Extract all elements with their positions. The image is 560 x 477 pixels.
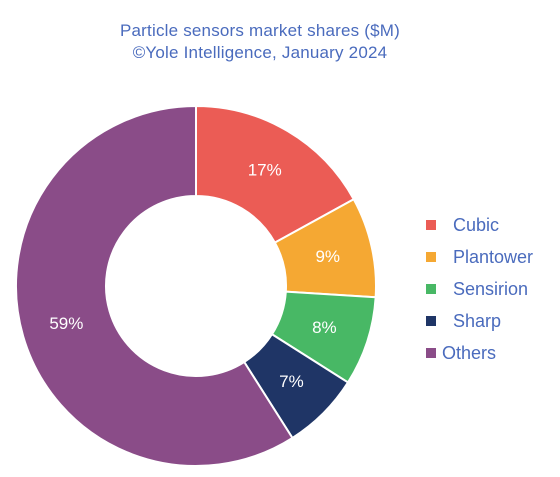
legend-item-sensirion: Sensirion [426,273,533,305]
data-label-cubic: 17% [248,160,282,179]
legend-swatch-sensirion [426,284,436,294]
legend-item-others: Others [426,337,533,369]
data-label-others: 59% [49,314,83,333]
legend-swatch-plantower [426,252,436,262]
legend-swatch-sharp [426,316,436,326]
legend-item-sharp: Sharp [426,305,533,337]
chart-subtitle: ©Yole Intelligence, January 2024 [132,43,388,62]
data-label-sharp: 7% [279,372,304,391]
legend-label-plantower: Plantower [453,246,534,267]
legend-swatch-others [426,348,436,358]
slice-cubic [195,104,356,244]
chart-legend: Cubic Plantower Sensirion Sharp Others [426,209,533,369]
legend-label-sensirion: Sensirion [453,278,529,299]
legend-label-sharp: Sharp [453,310,502,331]
chart-title-block: Particle sensors market shares ($M) ©Yol… [0,20,520,64]
data-label-plantower: 9% [315,247,340,266]
slice-others [15,104,294,467]
legend-swatch-cubic [426,220,436,230]
legend-item-plantower: Plantower [426,241,533,273]
data-label-sensirion: 8% [312,318,337,337]
chart-title: Particle sensors market shares ($M) [119,21,401,40]
legend-item-cubic: Cubic [426,209,533,241]
legend-label-others: Others [442,342,497,363]
legend-label-cubic: Cubic [453,214,500,235]
